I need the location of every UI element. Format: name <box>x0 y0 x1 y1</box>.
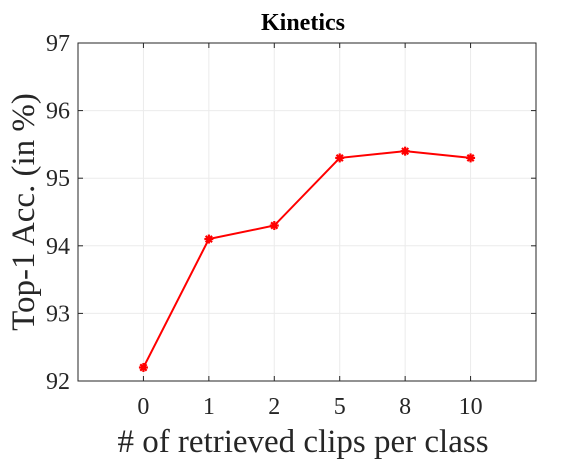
x-tick-label: 0 <box>137 394 149 420</box>
plot-area-frame <box>77 42 537 382</box>
grid <box>78 42 536 382</box>
data-point-marker <box>400 146 410 156</box>
data-point-marker <box>138 362 148 372</box>
y-tick-label: 97 <box>46 31 70 57</box>
y-tick-label: 92 <box>46 369 70 395</box>
y-tick-label: 93 <box>46 301 70 327</box>
chart-title: Kinetics <box>261 10 345 36</box>
data-point-marker <box>466 153 476 163</box>
y-tick-label: 96 <box>46 99 70 125</box>
y-axis-ticks: 92 93 94 95 96 97 <box>46 31 536 395</box>
data-point-marker <box>335 153 345 163</box>
x-axis-label: # of retrieved clips per class <box>117 424 488 460</box>
x-tick-label: 8 <box>399 394 411 420</box>
y-axis-label: Top-1 Acc. (in %) <box>6 93 42 331</box>
y-tick-label: 94 <box>46 234 70 260</box>
x-tick-label: 2 <box>268 394 280 420</box>
x-tick-label: 10 <box>459 394 483 420</box>
data-point-marker <box>269 221 279 231</box>
x-tick-label: 5 <box>334 394 346 420</box>
x-axis-ticks: 0 1 2 5 8 10 <box>137 43 483 420</box>
series-line <box>142 150 471 368</box>
data-point-marker <box>204 234 214 244</box>
series-group <box>138 146 476 372</box>
x-tick-label: 1 <box>203 394 215 420</box>
y-tick-label: 95 <box>46 166 70 192</box>
